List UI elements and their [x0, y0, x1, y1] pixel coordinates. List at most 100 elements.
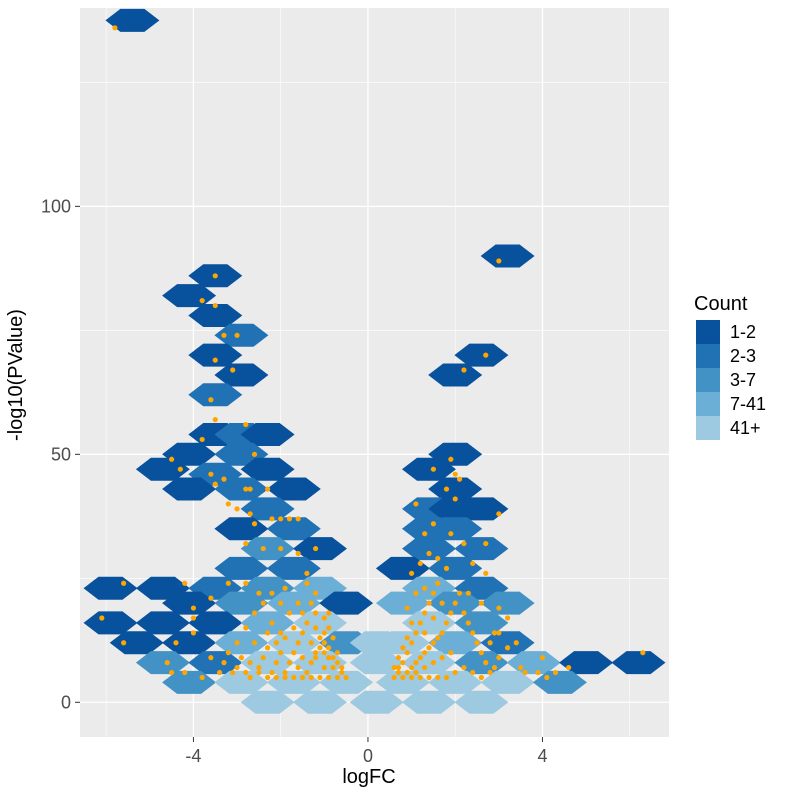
- data-point: [269, 669, 275, 676]
- data-point: [251, 451, 258, 457]
- data-point: [308, 600, 314, 606]
- hex-bin: [402, 457, 456, 481]
- data-point: [247, 660, 253, 666]
- legend-swatch: [696, 416, 720, 440]
- data-point: [208, 595, 214, 601]
- data-point: [282, 585, 288, 591]
- data-point: [422, 585, 428, 591]
- data-point: [334, 660, 341, 666]
- hex-bin: [162, 477, 217, 501]
- legend: Count 1-2 2-3 3-7 7-41 41+: [694, 293, 766, 440]
- data-point: [413, 660, 419, 666]
- data-point: [234, 664, 240, 671]
- data-point: [408, 640, 415, 646]
- data-point: [391, 674, 397, 681]
- hex-bin: [349, 651, 404, 675]
- data-point: [452, 669, 458, 676]
- data-point: [443, 674, 450, 681]
- data-point: [426, 600, 432, 606]
- data-point: [478, 650, 484, 656]
- data-point: [299, 630, 306, 636]
- data-point: [408, 570, 415, 576]
- hex-bin: [240, 537, 295, 561]
- data-point: [422, 664, 428, 671]
- data-point: [417, 674, 423, 681]
- data-point: [295, 664, 301, 671]
- data-point: [295, 640, 301, 646]
- data-point: [404, 605, 410, 611]
- data-point: [552, 669, 559, 676]
- data-point: [426, 645, 432, 651]
- legend-swatch: [696, 344, 720, 368]
- data-point: [422, 630, 428, 636]
- hex-bin: [428, 631, 483, 655]
- hex-bin: [240, 690, 295, 714]
- data-point: [330, 664, 336, 671]
- data-point: [452, 496, 458, 502]
- data-point: [470, 669, 476, 676]
- data-point: [212, 357, 218, 363]
- data-point: [299, 674, 306, 681]
- hex-bin: [188, 343, 243, 367]
- data-point: [334, 674, 341, 681]
- data-point: [326, 655, 332, 661]
- data-point: [496, 511, 502, 517]
- data-point: [422, 650, 428, 656]
- hex-bin: [559, 651, 614, 675]
- data-point: [295, 600, 301, 606]
- data-point: [417, 620, 423, 626]
- data-point: [496, 630, 502, 636]
- data-point: [265, 645, 271, 651]
- hex-bin: [319, 591, 374, 615]
- hex-bin: [214, 477, 269, 501]
- data-point: [465, 620, 471, 626]
- data-point: [483, 570, 489, 576]
- data-point: [278, 630, 284, 636]
- data-point: [461, 540, 467, 547]
- data-point: [212, 273, 218, 279]
- data-point: [234, 332, 240, 338]
- data-point: [225, 501, 231, 507]
- data-point: [439, 600, 445, 606]
- data-point: [282, 674, 288, 681]
- data-point: [269, 516, 275, 522]
- data-point: [461, 367, 467, 373]
- hex-bin: [105, 8, 160, 32]
- hex-bin: [214, 363, 269, 387]
- hex-bin: [428, 517, 483, 541]
- data-point: [321, 640, 327, 646]
- data-point: [199, 436, 205, 443]
- data-point: [308, 674, 314, 681]
- hex-bin: [135, 651, 190, 675]
- hex-bin: [611, 651, 666, 675]
- data-point: [256, 590, 262, 596]
- data-point: [291, 625, 297, 631]
- data-point: [483, 540, 489, 547]
- data-point: [395, 664, 402, 671]
- data-point: [535, 669, 541, 676]
- y-axis-ticks: 0 50 100: [41, 196, 80, 712]
- data-point: [439, 630, 445, 636]
- legend-label: 3-7: [730, 370, 756, 390]
- data-point: [304, 570, 310, 576]
- data-point: [121, 580, 127, 586]
- hex-bin: [402, 611, 456, 635]
- data-point: [487, 640, 493, 646]
- data-point: [260, 545, 266, 552]
- data-point: [243, 540, 249, 547]
- data-point: [313, 625, 319, 631]
- data-point: [282, 669, 288, 676]
- data-point: [413, 501, 419, 507]
- data-point: [478, 674, 484, 681]
- legend-label: 1-2: [730, 322, 756, 342]
- data-point: [221, 476, 227, 482]
- data-point: [400, 660, 406, 666]
- hex-bin: [109, 631, 164, 655]
- data-point: [265, 486, 271, 492]
- hex-bin: [240, 497, 295, 521]
- data-point: [182, 580, 188, 586]
- data-point: [430, 660, 436, 666]
- hex-bin: [480, 670, 535, 694]
- data-point: [465, 590, 471, 596]
